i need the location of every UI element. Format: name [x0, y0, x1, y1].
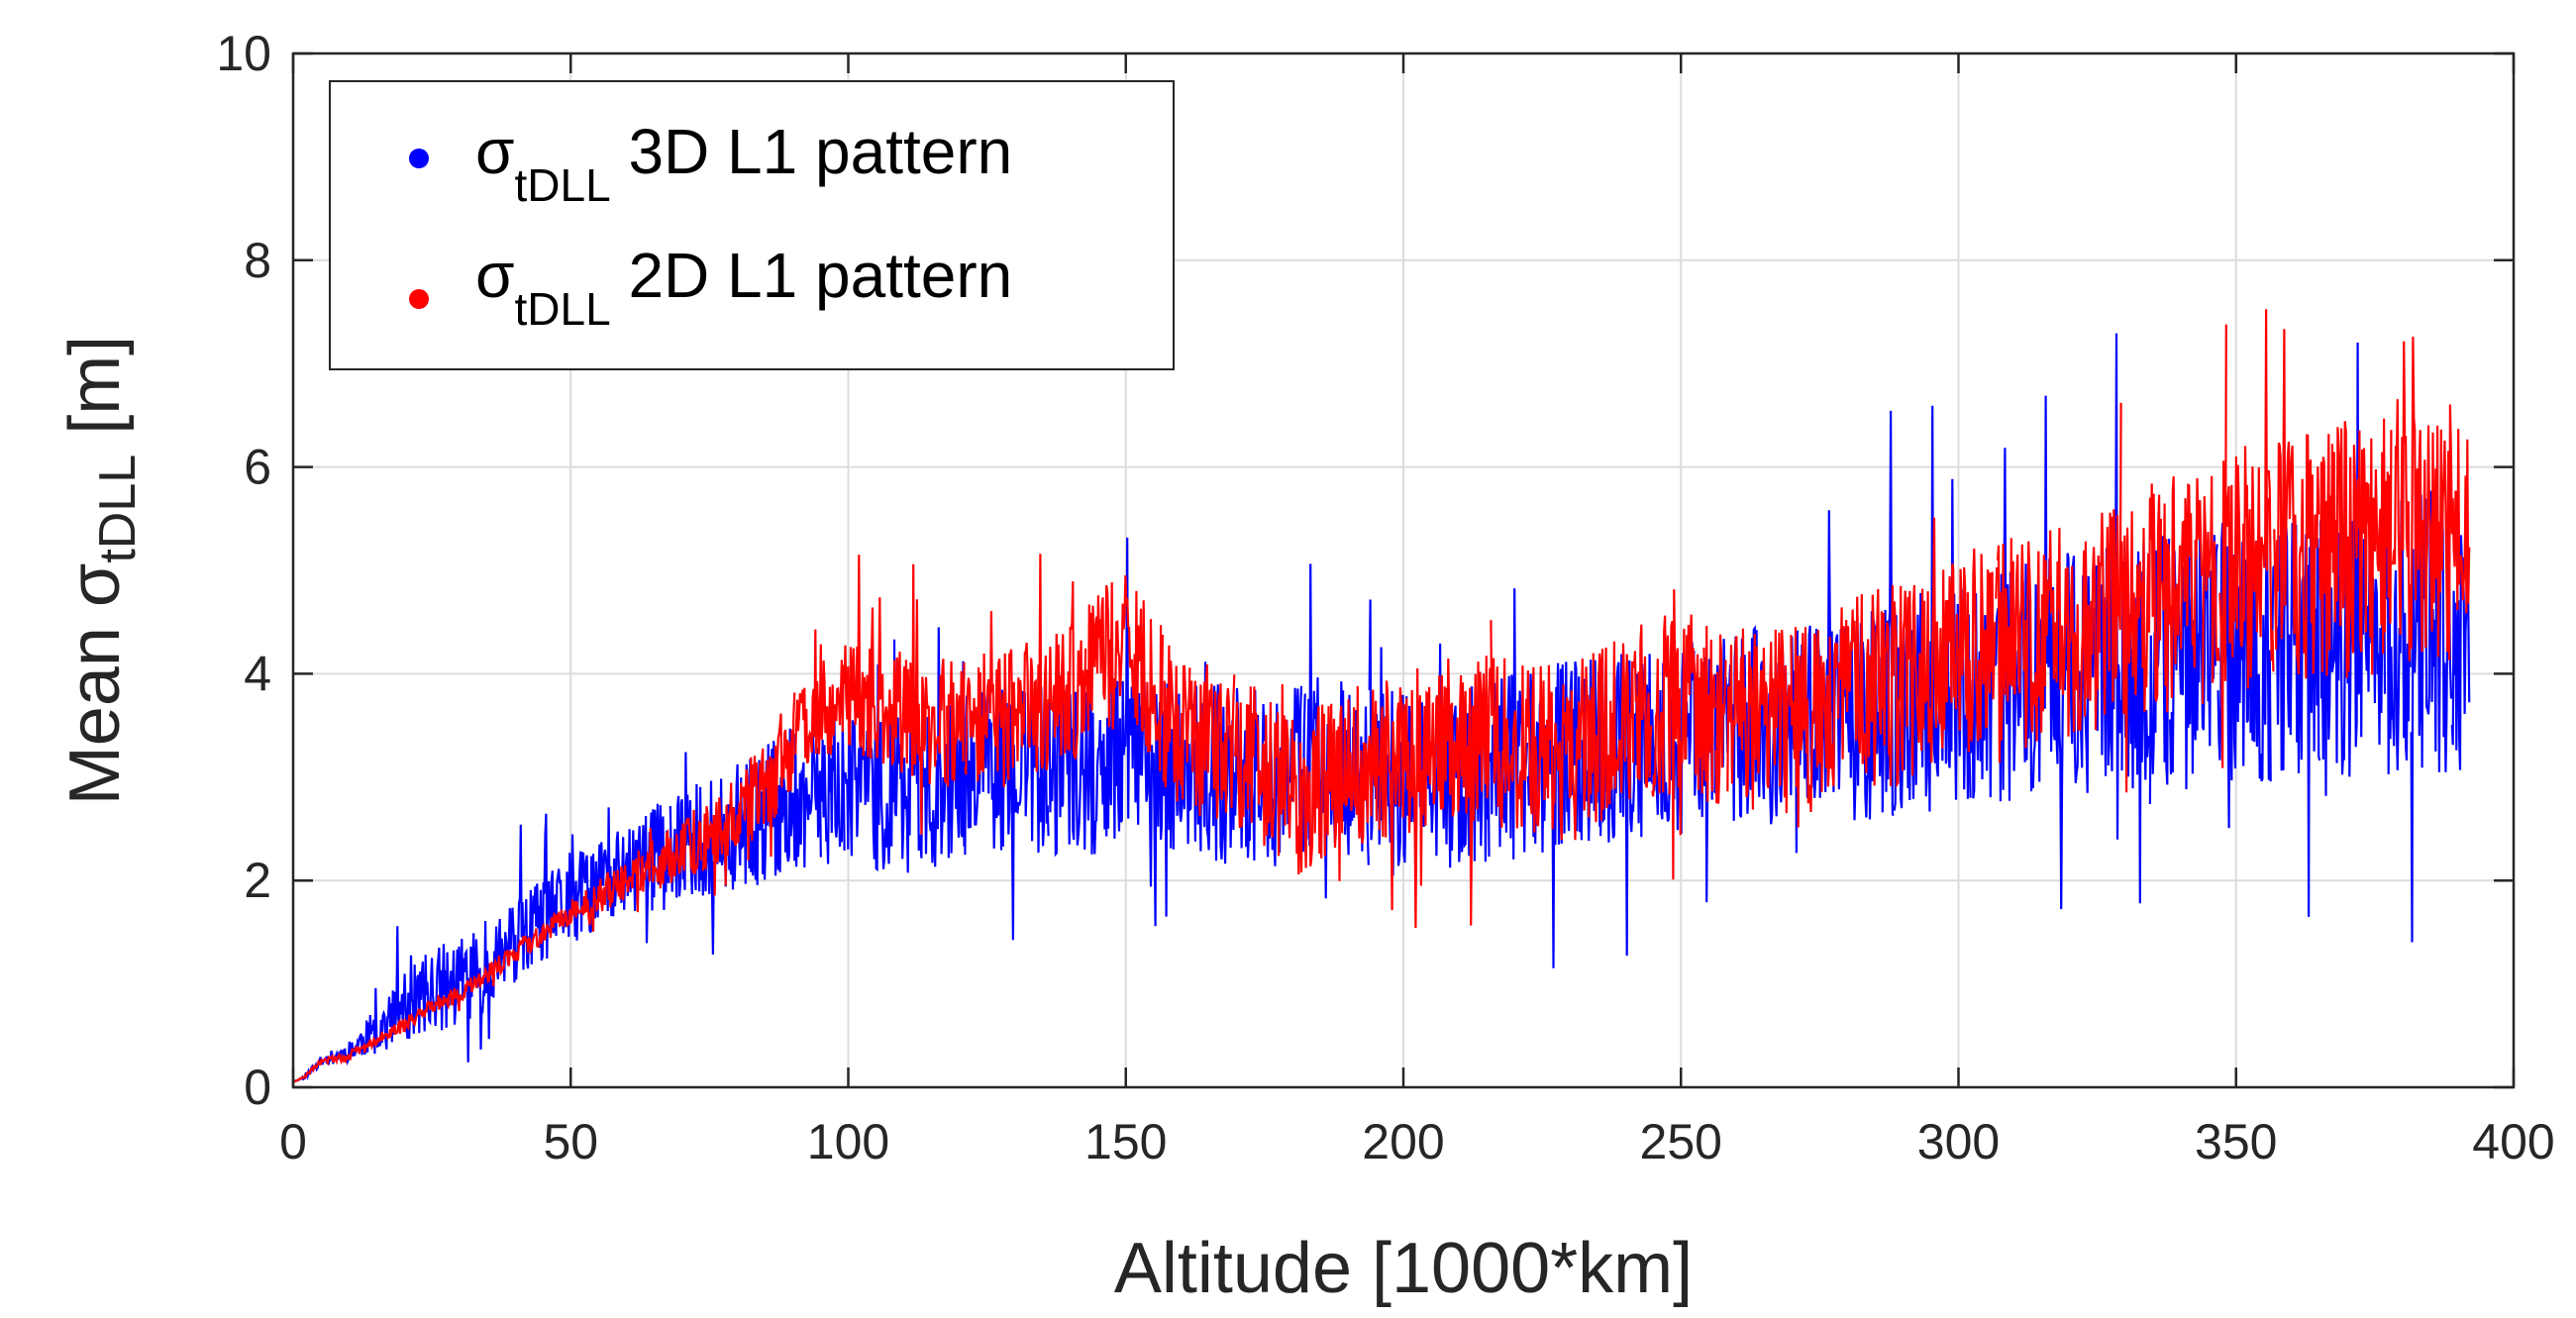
x-tick-label: 0: [279, 1114, 307, 1169]
legend-entry-3d: σtDLL 3D L1 pattern: [475, 116, 1012, 211]
legend-text: 2D L1 pattern: [611, 240, 1013, 311]
legend-symbol: σ: [475, 240, 515, 311]
legend-marker-2d: [409, 289, 429, 309]
x-tick-label: 100: [807, 1114, 889, 1169]
x-tick-label: 150: [1084, 1114, 1167, 1169]
series-2d: [292, 309, 2471, 1083]
y-axis-title-subscript: tDLL: [89, 455, 147, 563]
x-tick-label: 400: [2472, 1114, 2554, 1169]
y-axis-title: Mean σtDLL [m]: [55, 336, 147, 805]
legend-subscript: tDLL: [515, 283, 611, 335]
x-tick-label: 50: [543, 1114, 598, 1169]
legend: σtDLL 3D L1 pattern σtDLL 2D L1 pattern: [329, 80, 1175, 370]
x-tick-label: 300: [1917, 1114, 2000, 1169]
y-tick-label: 4: [244, 646, 271, 701]
y-axis-title-prefix: Mean σ: [55, 563, 135, 806]
tick-labels: 0 50 100 150 200 250 300 350 400 0 2 4 6 8 10: [216, 26, 2554, 1169]
x-tick-label: 350: [2195, 1114, 2277, 1169]
legend-text: 3D L1 pattern: [611, 116, 1013, 187]
y-axis-title-suffix: [m]: [55, 336, 135, 455]
x-axis-title: Altitude [1000*km]: [1114, 1229, 1693, 1308]
y-tick-label: 8: [244, 233, 271, 288]
y-tick-label: 0: [244, 1060, 271, 1115]
series-layer: [292, 309, 2471, 1083]
x-tick-label: 250: [1640, 1114, 1722, 1169]
y-tick-label: 10: [216, 26, 271, 81]
y-tick-label: 6: [244, 440, 271, 495]
x-tick-label: 200: [1362, 1114, 1444, 1169]
legend-marker-3d: [409, 149, 429, 168]
series-line: [292, 309, 2471, 1083]
legend-symbol: σ: [475, 116, 515, 187]
ticks: [291, 51, 2516, 1089]
legend-entry-2d: σtDLL 2D L1 pattern: [475, 240, 1012, 335]
legend-subscript: tDLL: [515, 159, 611, 211]
y-tick-label: 2: [244, 853, 271, 908]
legend-box: [329, 80, 1175, 370]
